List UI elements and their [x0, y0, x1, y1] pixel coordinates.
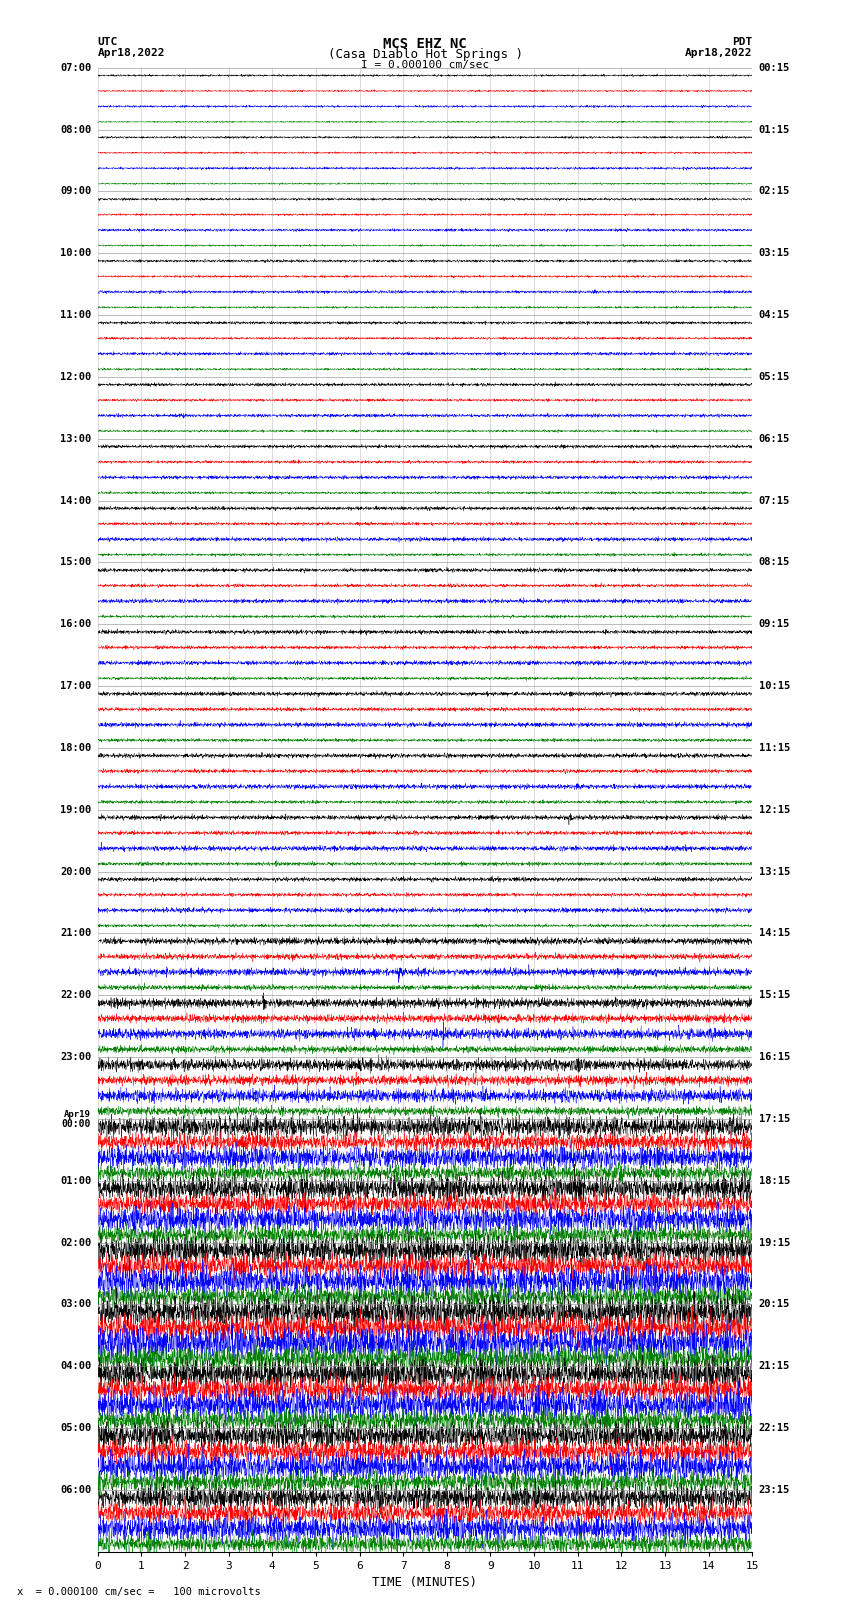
Text: 21:15: 21:15 [759, 1361, 790, 1371]
Text: 18:15: 18:15 [759, 1176, 790, 1186]
Text: 18:00: 18:00 [60, 744, 91, 753]
Text: 05:00: 05:00 [60, 1423, 91, 1432]
Text: 22:00: 22:00 [60, 990, 91, 1000]
Text: 16:15: 16:15 [759, 1052, 790, 1061]
Text: 15:00: 15:00 [60, 558, 91, 568]
Text: 02:15: 02:15 [759, 187, 790, 197]
Text: Apr18,2022: Apr18,2022 [685, 48, 752, 58]
Text: Apr19: Apr19 [65, 1110, 91, 1119]
Text: 13:00: 13:00 [60, 434, 91, 444]
Text: PDT: PDT [732, 37, 752, 47]
Text: UTC: UTC [98, 37, 118, 47]
Text: 09:15: 09:15 [759, 619, 790, 629]
Text: MCS EHZ NC: MCS EHZ NC [383, 37, 467, 52]
Text: 19:00: 19:00 [60, 805, 91, 815]
Text: 07:00: 07:00 [60, 63, 91, 73]
Text: 01:15: 01:15 [759, 124, 790, 134]
Text: 12:00: 12:00 [60, 373, 91, 382]
Text: 17:15: 17:15 [759, 1115, 790, 1124]
Text: 08:15: 08:15 [759, 558, 790, 568]
Text: 19:15: 19:15 [759, 1237, 790, 1247]
Text: 10:00: 10:00 [60, 248, 91, 258]
Text: 15:15: 15:15 [759, 990, 790, 1000]
Text: x  = 0.000100 cm/sec =   100 microvolts: x = 0.000100 cm/sec = 100 microvolts [17, 1587, 261, 1597]
Text: 07:15: 07:15 [759, 495, 790, 505]
Text: 14:15: 14:15 [759, 929, 790, 939]
Text: 08:00: 08:00 [60, 124, 91, 134]
Text: I = 0.000100 cm/sec: I = 0.000100 cm/sec [361, 60, 489, 69]
Text: 06:00: 06:00 [60, 1486, 91, 1495]
Text: 09:00: 09:00 [60, 187, 91, 197]
Text: 21:00: 21:00 [60, 929, 91, 939]
Text: 00:15: 00:15 [759, 63, 790, 73]
Text: 00:00: 00:00 [62, 1119, 91, 1129]
Text: 02:00: 02:00 [60, 1237, 91, 1247]
X-axis label: TIME (MINUTES): TIME (MINUTES) [372, 1576, 478, 1589]
Text: 23:00: 23:00 [60, 1052, 91, 1061]
Text: 06:15: 06:15 [759, 434, 790, 444]
Text: 22:15: 22:15 [759, 1423, 790, 1432]
Text: 20:15: 20:15 [759, 1300, 790, 1310]
Text: 12:15: 12:15 [759, 805, 790, 815]
Text: 16:00: 16:00 [60, 619, 91, 629]
Text: 11:15: 11:15 [759, 744, 790, 753]
Text: 04:00: 04:00 [60, 1361, 91, 1371]
Text: 03:00: 03:00 [60, 1300, 91, 1310]
Text: 13:15: 13:15 [759, 866, 790, 876]
Text: Apr18,2022: Apr18,2022 [98, 48, 165, 58]
Text: 03:15: 03:15 [759, 248, 790, 258]
Text: (Casa Diablo Hot Springs ): (Casa Diablo Hot Springs ) [327, 48, 523, 61]
Text: 23:15: 23:15 [759, 1486, 790, 1495]
Text: 01:00: 01:00 [60, 1176, 91, 1186]
Text: 04:15: 04:15 [759, 310, 790, 319]
Text: 11:00: 11:00 [60, 310, 91, 319]
Text: 14:00: 14:00 [60, 495, 91, 505]
Text: 10:15: 10:15 [759, 681, 790, 690]
Text: 05:15: 05:15 [759, 373, 790, 382]
Text: 17:00: 17:00 [60, 681, 91, 690]
Text: 20:00: 20:00 [60, 866, 91, 876]
